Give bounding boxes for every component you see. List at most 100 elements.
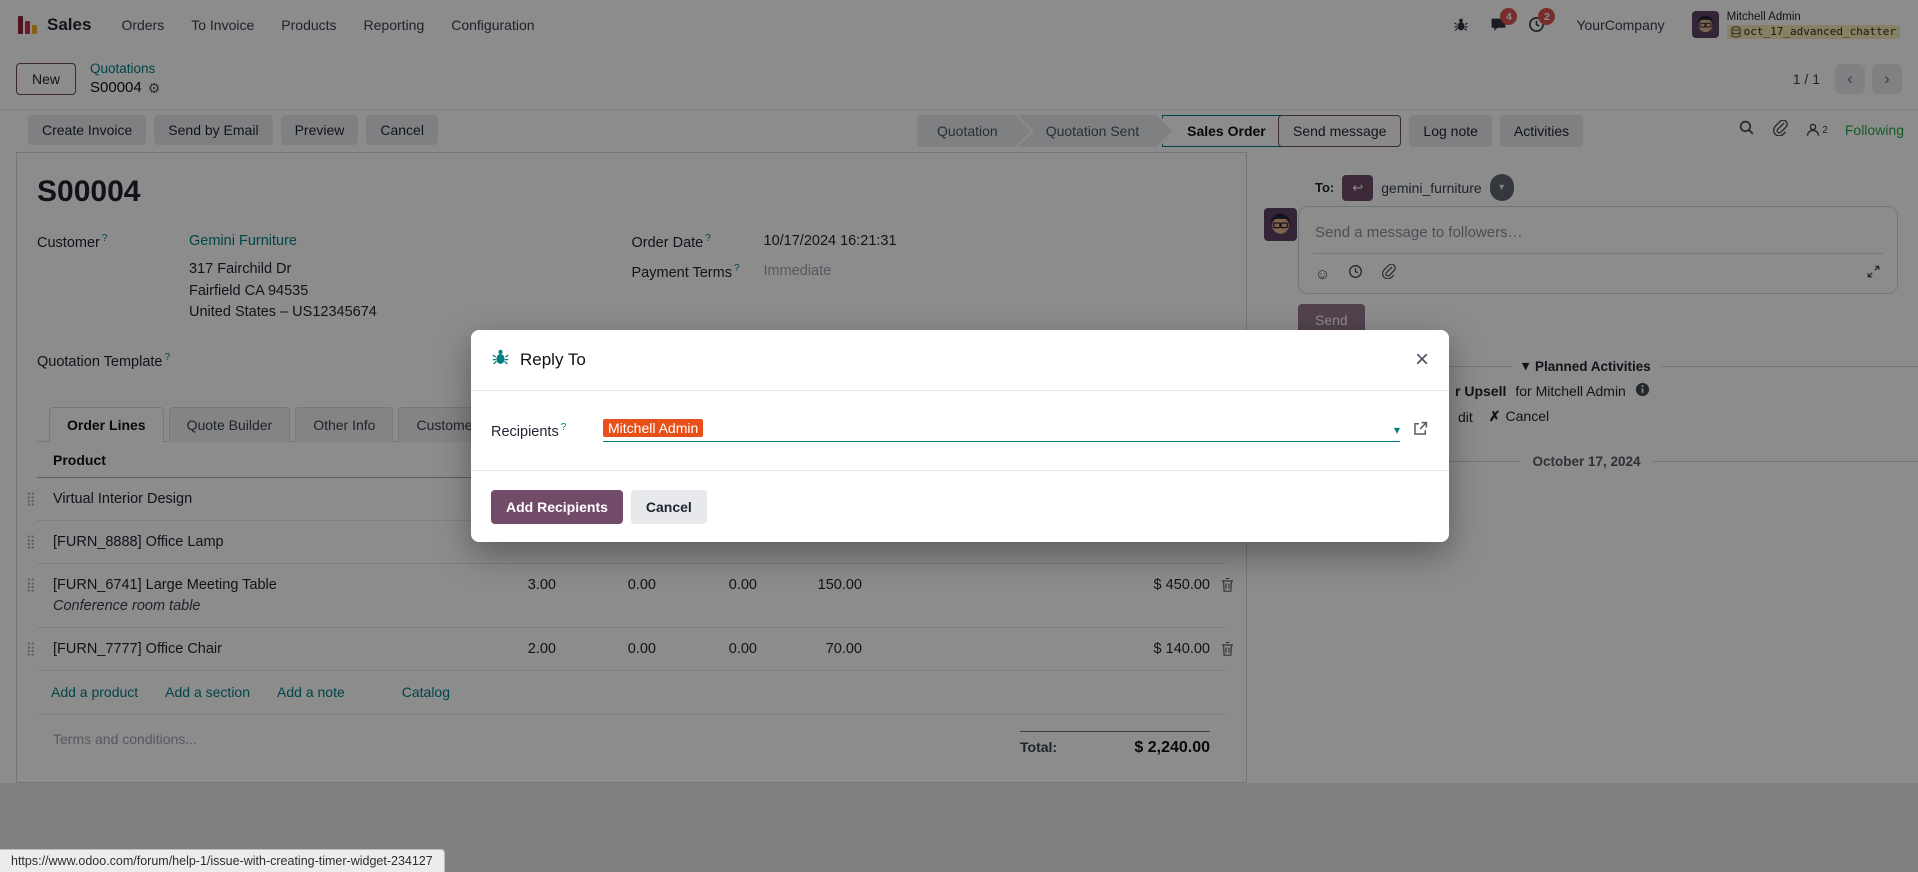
product-name[interactable]: Virtual Interior Design [53,490,193,507]
order-line-footer-links: Add a product Add a section Add a note C… [37,671,1226,715]
drag-handle-icon[interactable]: ⣿ [26,490,36,506]
delivered-cell[interactable]: 0.00 [627,576,656,593]
activity-cancel-link[interactable]: ✗ Cancel [1488,408,1550,424]
reply-to-icon[interactable]: ↩ [1342,174,1374,201]
catalog-link[interactable]: Catalog [401,683,451,700]
menu-to-invoice[interactable]: To Invoice [191,16,255,33]
activity-edit-fragment[interactable]: dit [1458,408,1473,425]
tab-order-lines[interactable]: Order Lines [49,406,164,442]
following-toggle[interactable]: Following [1844,122,1904,138]
sales-app-icon[interactable] [18,15,37,34]
recipient-name: gemini_furniture [1381,179,1482,196]
top-navbar: Sales Orders To Invoice Products Reporti… [0,0,1918,49]
new-button[interactable]: New [16,63,77,95]
terms-placeholder[interactable]: Terms and conditions... [53,730,197,747]
address-line: 317 Fairchild Dr [189,260,292,277]
recipients-input[interactable]: Mitchell Admin ▾ [603,419,1400,442]
drag-handle-icon[interactable]: ⣿ [26,533,36,549]
status-quotation[interactable]: Quotation [917,115,1018,147]
recipient-caret-icon[interactable]: ▾ [1489,174,1514,201]
dropdown-caret-icon[interactable]: ▾ [1393,423,1400,437]
cancel-order-button[interactable]: Cancel [366,115,438,145]
invoiced-cell[interactable]: 0.00 [728,640,757,657]
record-actions-gear-icon[interactable]: ⚙ [147,79,161,96]
preview-button[interactable]: Preview [280,115,359,145]
quantity-cell[interactable]: 2.00 [527,640,556,657]
user-menu[interactable]: Mitchell Admin oct_17_advanced_chatter [1691,10,1900,39]
payment-terms-value[interactable]: Immediate [763,262,832,279]
recipient-tag-selected[interactable]: Mitchell Admin [603,419,704,437]
status-bar: Quotation Quotation Sent Sales Order [917,115,1285,147]
activity-title-fragment[interactable]: r Upsell [1455,383,1507,399]
composer-toolbar: ☺ [1299,254,1897,284]
unit-price-cell[interactable]: 70.00 [825,640,862,657]
info-left-column: Customer? Gemini Furniture 317 Fairchild… [37,233,632,378]
activity-info-icon[interactable] [1635,382,1650,400]
attach-file-icon[interactable] [1381,263,1397,284]
message-composer[interactable]: Send a message to followers… ☺ [1298,206,1898,294]
order-line-row[interactable]: ⣿ [FURN_6741] Large Meeting Table Confer… [26,564,1233,628]
company-switcher[interactable]: YourCompany [1576,16,1665,33]
customer-link[interactable]: Gemini Furniture [189,233,297,249]
date-divider-label: October 17, 2024 [1532,454,1641,469]
pager-next-icon[interactable]: › [1872,64,1902,94]
delete-line-trash-icon[interactable] [1220,577,1235,597]
emoji-icon[interactable]: ☺ [1315,265,1331,283]
invoiced-cell[interactable]: 0.00 [728,576,757,593]
status-quotation-sent[interactable]: Quotation Sent [1017,115,1160,147]
messages-icon[interactable]: 4 [1490,8,1518,33]
add-section-link[interactable]: Add a section [165,683,251,700]
activities-badge: 2 [1538,8,1556,25]
send-by-email-button[interactable]: Send by Email [154,115,273,145]
order-line-row[interactable]: ⣿ [FURN_8888] Office Lamp [26,521,1226,564]
status-sales-order[interactable]: Sales Order [1162,115,1285,147]
attachments-icon[interactable] [1772,118,1789,141]
send-message-button[interactable]: Send message [1278,115,1402,147]
log-note-button[interactable]: Log note [1409,115,1492,147]
product-name[interactable]: [FURN_6741] Large Meeting Table [53,576,277,593]
delete-line-trash-icon[interactable] [1220,641,1235,661]
order-date-value[interactable]: 10/17/2024 16:21:31 [763,233,897,249]
product-name[interactable]: [FURN_7777] Office Chair [53,640,222,657]
schedule-clock-icon[interactable] [1348,264,1363,284]
order-info: Customer? Gemini Furniture 317 Fairchild… [37,233,1226,378]
activities-button[interactable]: Activities [1499,115,1584,147]
drag-handle-icon[interactable]: ⣿ [26,640,36,656]
breadcrumb-quotations[interactable]: Quotations [90,61,156,77]
close-icon[interactable]: × [1414,346,1429,373]
tab-other-info[interactable]: Other Info [295,406,394,442]
pager-previous-icon[interactable]: ‹ [1835,64,1865,94]
tab-quote-builder[interactable]: Quote Builder [168,406,291,442]
search-messages-icon[interactable] [1738,119,1755,141]
planned-activities-title[interactable]: ▾ Planned Activities [1522,358,1651,374]
menu-reporting[interactable]: Reporting [363,16,425,33]
product-name[interactable]: [FURN_8888] Office Lamp [53,533,224,550]
activities-clock-icon[interactable]: 2 [1528,8,1556,33]
followers-icon[interactable]: 2 [1805,122,1828,138]
create-invoice-button[interactable]: Create Invoice [28,115,147,145]
cancel-button[interactable]: Cancel [630,489,707,524]
message-input-placeholder[interactable]: Send a message to followers… [1315,224,1523,241]
menu-configuration[interactable]: Configuration [451,16,535,33]
open-record-external-link-icon[interactable] [1412,420,1429,442]
menu-orders[interactable]: Orders [121,16,165,33]
order-total: Total: $ 2,240.00 [1020,730,1210,757]
expand-composer-icon[interactable] [1866,264,1881,284]
action-bar: Create Invoice Send by Email Preview Can… [0,110,1918,152]
add-product-link[interactable]: Add a product [51,683,139,700]
order-line-row[interactable]: ⣿ [FURN_7777] Office Chair 2.00 0.00 0.0… [26,628,1233,671]
follower-count: 2 [1822,124,1828,136]
help-marker: ? [164,352,171,364]
delivered-cell[interactable]: 0.00 [627,640,656,657]
debug-bug-icon[interactable] [1453,17,1469,33]
quantity-cell[interactable]: 3.00 [527,576,556,593]
add-recipients-button[interactable]: Add Recipients [491,489,623,524]
menu-products[interactable]: Products [281,16,337,33]
drag-handle-icon[interactable]: ⣿ [26,576,36,592]
app-name[interactable]: Sales [47,14,92,34]
user-avatar [1691,11,1719,38]
unit-price-cell[interactable]: 150.00 [817,576,862,593]
add-note-link[interactable]: Add a note [277,683,345,700]
dialog-footer: Add Recipients Cancel [471,470,1449,542]
